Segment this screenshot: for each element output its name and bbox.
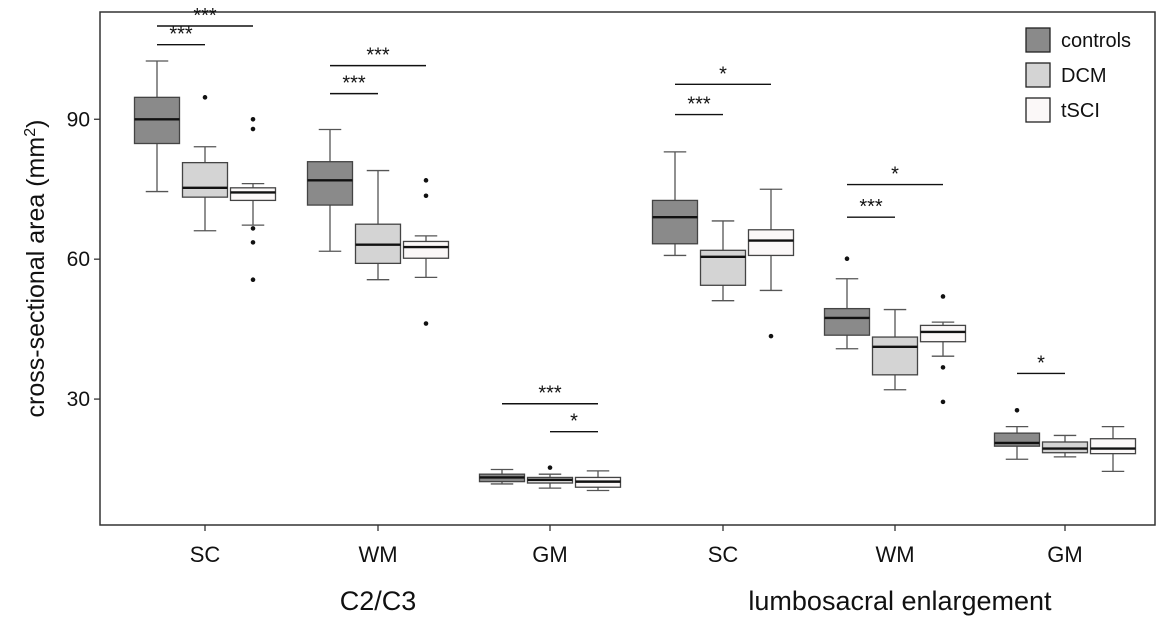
x-tick-label: WM [875, 542, 914, 567]
box-iqr [919, 324, 967, 343]
x-tick-label: GM [532, 542, 567, 567]
outlier-point [250, 116, 256, 122]
x-tick-label: SC [708, 542, 739, 567]
significance-label: *** [193, 5, 217, 27]
box-gm-2-dcm [526, 465, 574, 489]
box-gm-5-dcm [1041, 434, 1089, 458]
significance-label: *** [366, 45, 390, 67]
box-iqr [306, 161, 354, 206]
outlier-point [250, 277, 256, 282]
box-iqr [402, 240, 450, 259]
outlier-point [1014, 407, 1020, 413]
plot-area [99, 11, 1156, 526]
legend-label-controls: controls [1061, 30, 1131, 52]
legend-label-tsci: tSCI [1061, 100, 1100, 122]
outlier-point [940, 294, 946, 299]
outlier-point [940, 365, 946, 370]
legend-label-dcm: DCM [1061, 65, 1107, 87]
y-tick-label: 60 [67, 248, 90, 271]
legend: controls DCM tSCI [1025, 27, 1131, 123]
box-gm-5-controls [993, 407, 1041, 460]
box-iqr [181, 161, 229, 198]
significance-label: * [570, 411, 578, 433]
y-tick-label: 30 [67, 388, 90, 411]
box-sc-0-tsci [229, 116, 277, 282]
significance-label: * [891, 164, 899, 186]
box-sc-0-controls [133, 60, 181, 193]
significance-label: *** [687, 94, 711, 116]
axes: 30 60 90 SC WM GM SC WM GM C2/C3 lumbosacral enlar… [22, 108, 1083, 616]
box-wm-1-tsci [402, 178, 450, 326]
outlier-point [940, 399, 946, 405]
outlier-point [202, 95, 208, 100]
region-label: lumbosacral enlargement [748, 586, 1052, 616]
significance-label: *** [538, 383, 562, 405]
box-wm-4-tsci [919, 294, 967, 405]
box-sc-3-tsci [747, 188, 795, 339]
outlier-point [423, 178, 429, 183]
box-gm-5-tsci [1089, 425, 1137, 473]
box-gm-2-tsci [574, 470, 622, 492]
legend-swatch-controls [1025, 27, 1051, 53]
significance-label: *** [342, 73, 366, 95]
region-label: C2/C3 [340, 586, 417, 616]
significance-label: * [1037, 352, 1045, 374]
outlier-point [844, 256, 850, 262]
y-axis-title: cross-sectional area (mm2) [22, 120, 50, 418]
significance-label: * [719, 63, 727, 85]
outlier-point [250, 226, 256, 231]
box-iqr [823, 307, 871, 336]
y-tick-label: 90 [67, 108, 90, 131]
box-iqr [993, 432, 1041, 447]
outlier-point [250, 240, 256, 245]
box-sc-0-dcm [181, 95, 229, 232]
outlier-point [250, 126, 256, 132]
chart-marks: ************************* [133, 5, 1137, 492]
significance-label: *** [169, 24, 193, 46]
box-iqr [229, 187, 277, 202]
outlier-point [768, 333, 774, 339]
box-iqr [699, 249, 747, 286]
box-wm-4-controls [823, 256, 871, 350]
significance-label: *** [859, 196, 883, 218]
x-tick-label: SC [190, 542, 221, 567]
legend-swatch-dcm [1025, 62, 1051, 88]
outlier-point [423, 321, 429, 326]
x-tick-label: GM [1047, 542, 1082, 567]
box-wm-4-dcm [871, 308, 919, 391]
box-iqr [871, 336, 919, 376]
plot-border [99, 11, 1156, 526]
box-iqr [651, 199, 699, 245]
x-tick-label: WM [358, 542, 397, 567]
legend-swatch-tsci [1025, 97, 1051, 123]
box-iqr [747, 229, 795, 257]
box-gm-2-controls [478, 468, 526, 485]
box-iqr [1089, 438, 1137, 455]
box-sc-3-dcm [699, 220, 747, 302]
outlier-point [423, 193, 429, 199]
box-wm-1-dcm [354, 169, 402, 281]
outlier-point [547, 465, 553, 470]
box-sc-3-controls [651, 151, 699, 257]
box-wm-1-controls [306, 128, 354, 252]
